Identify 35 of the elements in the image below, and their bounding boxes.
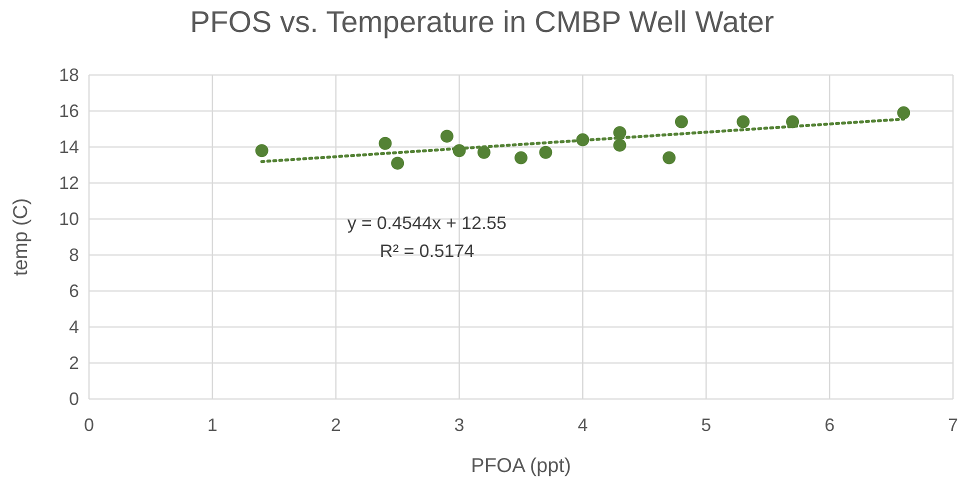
- point: [477, 146, 490, 159]
- x-tick-label: 2: [330, 415, 341, 435]
- point: [440, 130, 454, 143]
- y-tick-label: 14: [58, 137, 79, 157]
- y-tick-label: 0: [68, 389, 79, 409]
- x-tick-label: 5: [701, 415, 712, 435]
- y-tick-label: 6: [68, 281, 79, 301]
- y-tick-label: 8: [68, 245, 79, 265]
- y-tick-label: 10: [58, 209, 79, 229]
- point: [736, 115, 750, 128]
- y-axis-title: temp (C): [10, 198, 32, 276]
- point: [897, 106, 910, 120]
- annotation: y = 0.4544x + 12.55: [347, 213, 507, 233]
- x-axis-title: PFOA (ppt): [470, 455, 572, 477]
- y-tick-label: 12: [58, 173, 79, 193]
- chart-title: PFOS vs. Temperature in CMBP Well Water: [190, 6, 774, 39]
- x-tick-label: 6: [824, 415, 835, 435]
- y-tick-label: 2: [68, 353, 79, 373]
- point: [613, 138, 626, 152]
- y-tick-label: 4: [68, 317, 79, 337]
- point: [391, 156, 404, 170]
- x-tick-label: 7: [948, 415, 958, 435]
- point: [514, 151, 528, 164]
- annotation: R² = 0.5174: [380, 241, 474, 261]
- point: [255, 144, 268, 158]
- x-tick-label: 0: [84, 415, 94, 435]
- x-tick-label: 4: [578, 415, 588, 435]
- y-tick-label: 18: [58, 65, 79, 85]
- point: [674, 115, 688, 128]
- point: [662, 151, 676, 164]
- x-tick-label: 3: [454, 415, 464, 435]
- y-tick-label: 16: [58, 101, 79, 121]
- x-tick-label: 1: [207, 415, 218, 435]
- point: [539, 146, 552, 159]
- point: [378, 136, 392, 150]
